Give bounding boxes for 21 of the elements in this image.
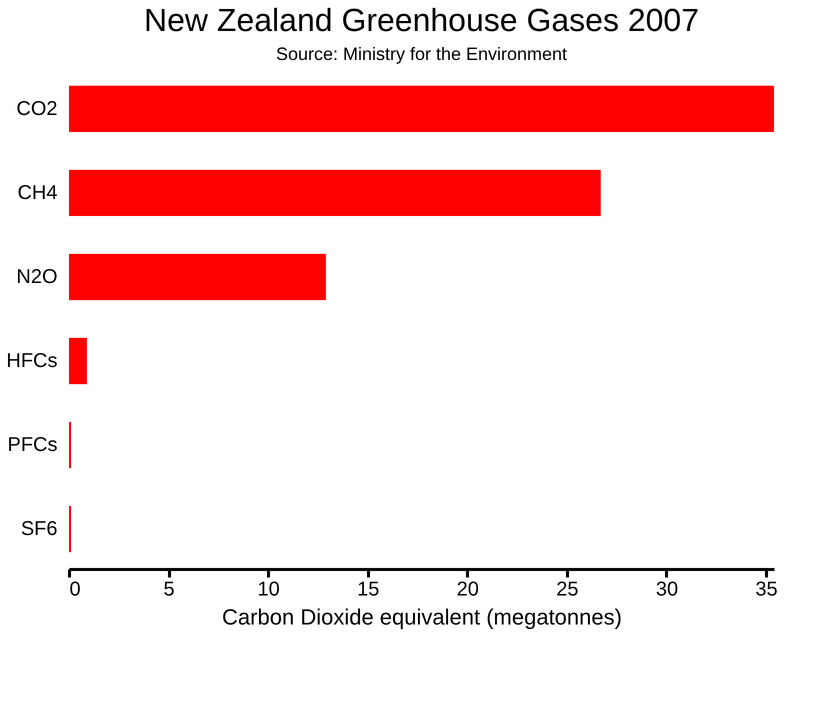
bar: [69, 254, 326, 300]
y-tick-label: HFCs: [6, 350, 58, 372]
x-tick-label: 20: [456, 578, 479, 600]
x-tick-label: 10: [258, 578, 280, 600]
chart-subtitle: Source: Ministry for the Environment: [276, 44, 568, 64]
bar: [69, 170, 601, 216]
x-tick-label: 5: [164, 578, 175, 600]
chart-title: New Zealand Greenhouse Gases 2007: [144, 2, 700, 38]
x-tick-label: 25: [556, 578, 579, 600]
x-tick-label: 15: [357, 578, 380, 600]
y-tick-label: N2O: [16, 266, 58, 288]
y-tick-label: SF6: [20, 518, 58, 540]
x-tick-label: 35: [755, 578, 778, 600]
y-tick-label: CH4: [17, 182, 58, 204]
bar: [69, 338, 87, 384]
bar: [69, 86, 774, 132]
y-tick-label: CO2: [16, 98, 58, 120]
y-tick-label: PFCs: [8, 434, 58, 456]
x-axis-title: Carbon Dioxide equivalent (megatonnes): [222, 604, 622, 630]
x-tick-label: 0: [70, 578, 81, 600]
x-tick-label: 30: [656, 578, 678, 600]
